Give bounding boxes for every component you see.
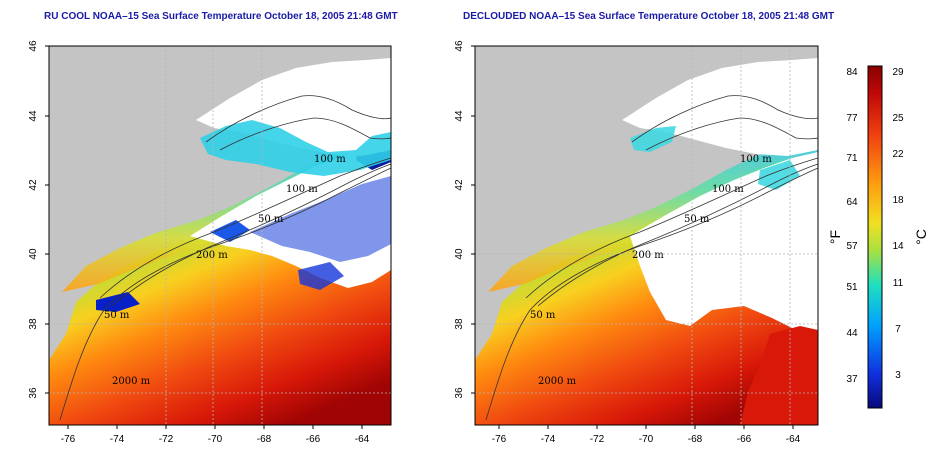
- x-tick-label: -72: [590, 434, 605, 445]
- c-label: 3: [895, 370, 901, 381]
- x-tick-label: -70: [208, 434, 223, 445]
- y-tick-label: 42: [28, 179, 39, 191]
- contour-label: 50 m: [684, 214, 710, 225]
- y-axis-labels: 46 44 42 40 38 36: [454, 40, 465, 399]
- c-label: 29: [892, 67, 904, 78]
- bathymetry-contours: [59, 95, 392, 421]
- y-tick-label: 36: [454, 387, 465, 399]
- y-tick-label: 40: [454, 248, 465, 260]
- y-tick-label: 44: [454, 110, 465, 122]
- graticule: [475, 46, 818, 425]
- c-label: 11: [893, 278, 904, 289]
- declouded-area-white: [630, 152, 818, 332]
- contour-label: 100 m: [712, 184, 744, 195]
- left-map-panel: 100 m 100 m 50 m 200 m 50 m 2000 m 46 44…: [28, 40, 392, 445]
- contour-label: 100 m: [314, 154, 346, 165]
- gulf-of-maine-water: [630, 126, 800, 190]
- y-tick-label: 42: [454, 179, 465, 191]
- x-tick-label: -74: [110, 434, 125, 445]
- x-tick-label: -66: [737, 434, 752, 445]
- c-label: 14: [892, 241, 904, 252]
- x-tick-label: -64: [786, 434, 801, 445]
- contour-label: 200 m: [632, 250, 664, 261]
- x-tick-label: -68: [688, 434, 703, 445]
- shelf-water: [488, 138, 818, 292]
- y-tick-label: 38: [454, 318, 465, 330]
- f-label: 51: [846, 282, 858, 293]
- map-frame: [48, 45, 392, 426]
- contour-label: 100 m: [286, 184, 318, 195]
- colorbar-gradient: [867, 65, 883, 409]
- warm-patch: [740, 326, 818, 425]
- bathymetry-contours: [485, 95, 819, 421]
- gulf-of-maine-water: [200, 120, 391, 176]
- celsius-labels: 29 25 22 18 14 11 7 3: [892, 67, 904, 381]
- f-label: 37: [846, 374, 858, 385]
- x-tick-label: -64: [355, 434, 370, 445]
- f-label: 84: [846, 67, 858, 78]
- right-map-title: DECLOUDED NOAA–15 Sea Surface Temperatur…: [463, 11, 835, 22]
- x-tick-label: -68: [257, 434, 272, 445]
- temperature-colorbar: 84 77 71 64 57 51 44 37 29 25 22 18 14 1…: [827, 65, 929, 409]
- y-tick-label: 44: [28, 110, 39, 122]
- contour-label: 50 m: [258, 214, 284, 225]
- contour-label: 100 m: [740, 154, 772, 165]
- y-axis-labels: 46 44 42 40 38 36: [28, 40, 39, 399]
- right-map-panel: 100 m 100 m 50 m 200 m 50 m 2000 m 46 44…: [454, 40, 819, 445]
- x-tick-label: -66: [306, 434, 321, 445]
- fahrenheit-labels: 84 77 71 64 57 51 44 37: [846, 67, 858, 385]
- y-tick-label: 36: [28, 387, 39, 399]
- x-tick-label: -72: [159, 434, 174, 445]
- c-label: 25: [892, 113, 904, 124]
- contour-label: 2000 m: [112, 376, 151, 387]
- axis-ticks: [45, 45, 363, 429]
- x-axis-labels: -76 -74 -72 -70 -68 -66 -64: [492, 434, 801, 445]
- y-tick-label: 46: [454, 40, 465, 52]
- f-label: 77: [846, 113, 858, 124]
- x-axis-labels: -76 -74 -72 -70 -68 -66 -64: [61, 434, 370, 445]
- x-tick-label: -74: [541, 434, 556, 445]
- contour-label: 50 m: [530, 310, 556, 321]
- f-label: 64: [846, 197, 858, 208]
- y-tick-label: 40: [28, 248, 39, 260]
- y-tick-label: 46: [28, 40, 39, 52]
- x-tick-label: -70: [639, 434, 654, 445]
- graticule: [49, 46, 391, 425]
- contour-label: 50 m: [104, 310, 130, 321]
- f-label: 44: [846, 328, 858, 339]
- x-tick-label: -76: [61, 434, 76, 445]
- fahrenheit-unit: °F: [827, 230, 843, 244]
- c-label: 18: [892, 195, 904, 206]
- celsius-unit: °C: [913, 229, 929, 245]
- y-tick-label: 38: [28, 318, 39, 330]
- axis-ticks: [471, 45, 794, 429]
- x-tick-label: -76: [492, 434, 507, 445]
- contour-label: 200 m: [196, 250, 228, 261]
- c-label: 22: [892, 149, 904, 160]
- f-label: 57: [846, 241, 858, 252]
- left-map-title: RU COOL NOAA–15 Sea Surface Temperature …: [44, 11, 398, 22]
- f-label: 71: [846, 153, 858, 164]
- contour-label: 2000 m: [538, 376, 577, 387]
- c-label: 7: [895, 324, 901, 335]
